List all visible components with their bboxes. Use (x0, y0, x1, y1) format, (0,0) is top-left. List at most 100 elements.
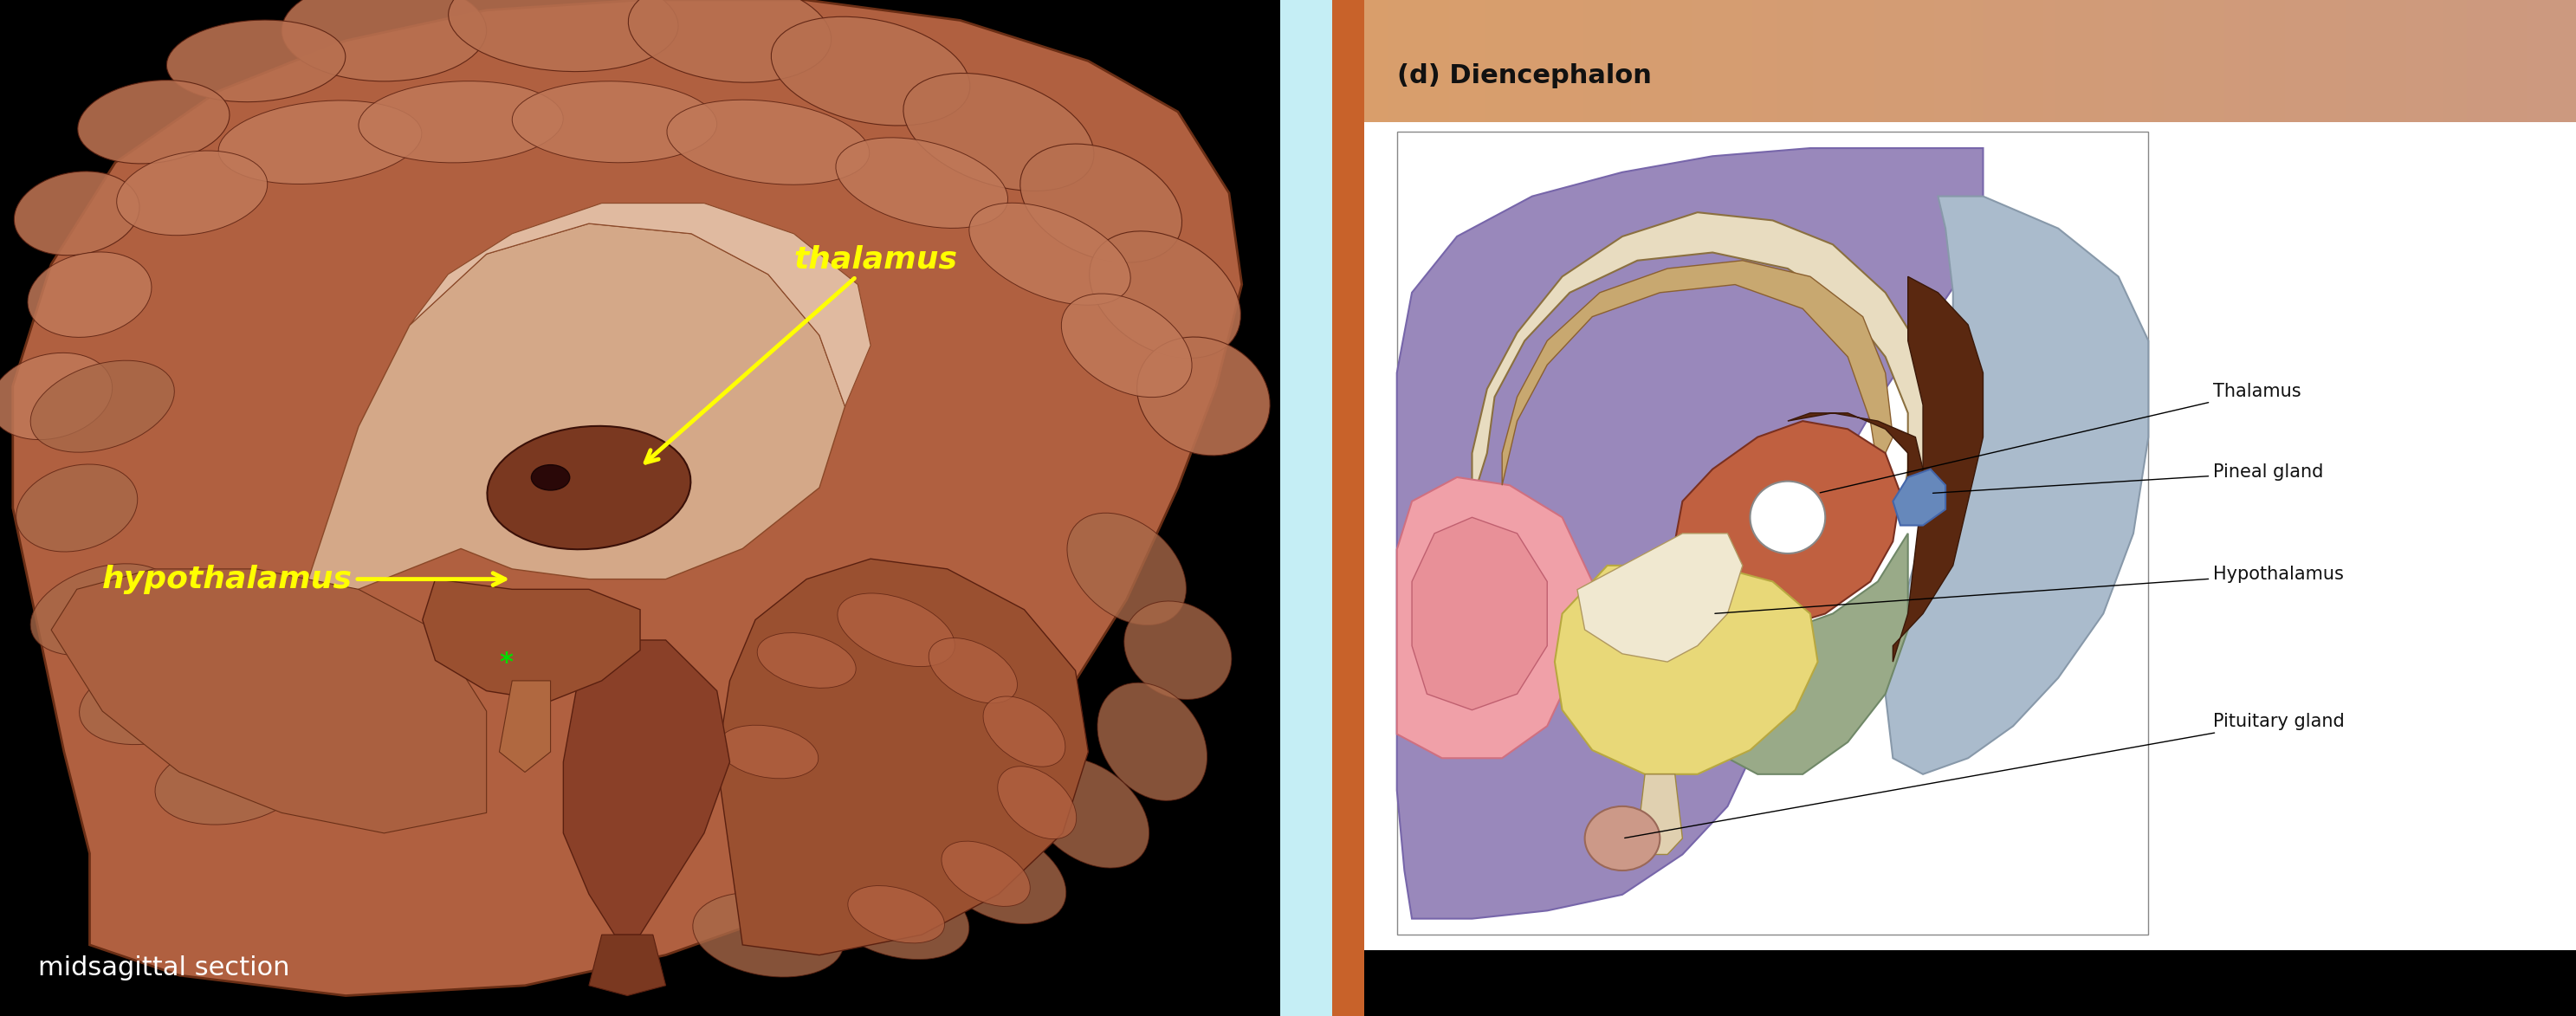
Ellipse shape (1584, 807, 1659, 871)
Bar (1365, 0, 1376, 122)
Polygon shape (1728, 533, 1909, 774)
Bar (1873, 0, 1886, 122)
Bar (2030, 0, 2043, 122)
Bar (1365, 950, 2576, 1016)
Bar (1777, 0, 1788, 122)
Ellipse shape (835, 137, 1007, 229)
Bar (2115, 0, 2128, 122)
Text: *: * (500, 650, 513, 676)
Bar (1558, 0, 1571, 122)
Ellipse shape (629, 0, 832, 82)
Polygon shape (1412, 517, 1548, 710)
Bar (1280, 0, 1332, 1016)
Bar (1582, 0, 1595, 122)
Bar (2311, 0, 2321, 122)
Bar (1510, 0, 1522, 122)
Ellipse shape (940, 841, 1030, 906)
Text: (d) Diencephalon: (d) Diencephalon (1396, 64, 1651, 88)
Bar (2357, 0, 2370, 122)
Bar (2514, 0, 2527, 122)
Bar (2347, 0, 2357, 122)
Polygon shape (410, 203, 871, 406)
Bar (2432, 0, 2442, 122)
Ellipse shape (1090, 231, 1242, 359)
Polygon shape (422, 579, 639, 701)
Bar (2043, 0, 2056, 122)
Ellipse shape (693, 892, 842, 977)
Bar (1473, 0, 1486, 122)
Ellipse shape (155, 740, 307, 825)
Bar (1958, 0, 1971, 122)
Text: hypothalamus: hypothalamus (103, 565, 505, 593)
Ellipse shape (719, 725, 819, 778)
Bar (1788, 0, 1801, 122)
Bar (2540, 0, 2553, 122)
Ellipse shape (1061, 294, 1193, 397)
Bar (1752, 0, 1765, 122)
Bar (1643, 0, 1656, 122)
Ellipse shape (770, 16, 971, 126)
Bar (1618, 0, 1631, 122)
Bar (2200, 0, 2213, 122)
Bar (1984, 0, 1994, 122)
Ellipse shape (531, 464, 569, 490)
Text: Thalamus: Thalamus (1821, 382, 2300, 493)
Ellipse shape (448, 0, 677, 71)
Polygon shape (716, 559, 1087, 955)
Bar (1595, 0, 1607, 122)
Ellipse shape (824, 870, 969, 959)
Bar (1862, 0, 1873, 122)
Bar (2455, 0, 2468, 122)
Ellipse shape (513, 81, 716, 163)
Bar (2285, 0, 2298, 122)
Bar (2383, 0, 2393, 122)
Bar (2020, 0, 2030, 122)
Ellipse shape (487, 426, 690, 550)
Polygon shape (1396, 478, 1592, 758)
Bar (2334, 0, 2347, 122)
Bar (2393, 0, 2406, 122)
Bar (2213, 0, 2226, 122)
Bar (1571, 0, 1582, 122)
Bar (2478, 0, 2491, 122)
Ellipse shape (1749, 482, 1826, 554)
Bar (2177, 0, 2190, 122)
Ellipse shape (837, 593, 956, 666)
Bar (2442, 0, 2455, 122)
Ellipse shape (15, 464, 137, 552)
Polygon shape (1471, 212, 1937, 517)
Bar (2056, 0, 2066, 122)
Bar (1535, 0, 1546, 122)
Text: Hypothalamus: Hypothalamus (1716, 565, 2344, 614)
Bar (2553, 0, 2563, 122)
Bar (1824, 0, 1837, 122)
Bar (1886, 0, 1899, 122)
Bar (2406, 0, 2419, 122)
Ellipse shape (1066, 513, 1185, 625)
Polygon shape (1638, 774, 1682, 854)
Ellipse shape (281, 0, 487, 81)
Bar (1546, 0, 1558, 122)
Ellipse shape (116, 150, 268, 236)
Polygon shape (564, 640, 729, 935)
Bar (1332, 0, 1365, 1016)
Bar (1631, 0, 1643, 122)
Bar (1365, 0, 2576, 122)
Bar (1801, 0, 1814, 122)
Ellipse shape (13, 172, 139, 255)
Ellipse shape (984, 696, 1066, 767)
Bar (1425, 0, 1437, 122)
Bar (1899, 0, 1909, 122)
Polygon shape (1577, 533, 1741, 661)
Polygon shape (13, 0, 1242, 996)
Ellipse shape (848, 886, 945, 943)
Bar (2141, 0, 2151, 122)
Bar (1680, 0, 1692, 122)
Bar (1971, 0, 1984, 122)
Bar (1396, 132, 2148, 935)
Bar (1486, 0, 1497, 122)
Bar (2504, 0, 2514, 122)
Bar (2272, 0, 2285, 122)
Bar (2190, 0, 2200, 122)
Bar (2226, 0, 2236, 122)
